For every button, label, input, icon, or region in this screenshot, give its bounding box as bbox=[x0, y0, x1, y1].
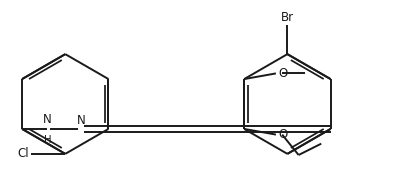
Text: Cl: Cl bbox=[18, 147, 29, 160]
Text: O: O bbox=[278, 128, 287, 141]
Text: Br: Br bbox=[281, 11, 294, 23]
Text: O: O bbox=[278, 67, 287, 80]
Text: H: H bbox=[44, 135, 51, 145]
Text: N: N bbox=[43, 113, 52, 126]
Text: N: N bbox=[77, 114, 86, 127]
